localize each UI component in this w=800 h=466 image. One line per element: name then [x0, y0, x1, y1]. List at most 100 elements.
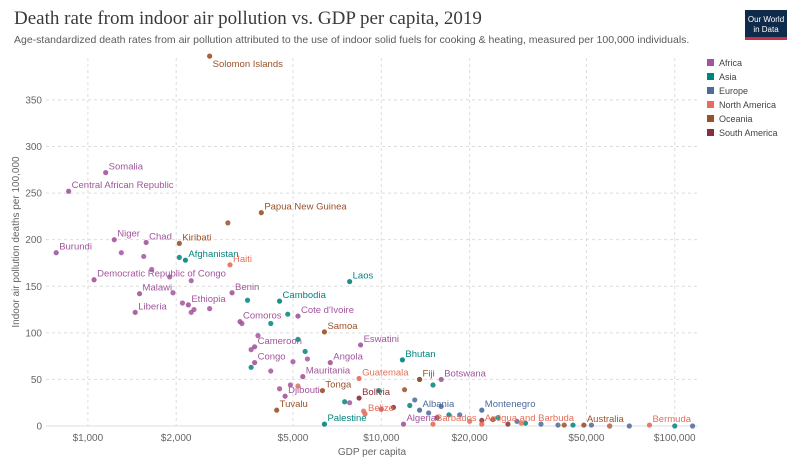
y-tick-label: 0 — [36, 422, 42, 433]
legend-swatch-europe — [707, 87, 714, 95]
data-point-south-america — [434, 415, 440, 421]
point-label-comoros: Comoros — [243, 311, 282, 322]
point-label-somalia: Somalia — [109, 162, 144, 173]
point-label-albania: Albania — [423, 399, 455, 410]
legend-label-oceania: Oceania — [719, 114, 753, 124]
point-label-solomon-islands: Solomon Islands — [213, 59, 283, 70]
data-point-africa — [268, 368, 274, 374]
data-point-africa — [149, 266, 155, 273]
data-point-algeria — [400, 421, 407, 427]
data-point-cameroon — [252, 344, 258, 350]
data-point-europe — [426, 410, 432, 416]
data-point-comoros — [237, 319, 243, 325]
x-tick-label: $2,000 — [161, 433, 192, 444]
data-point-asia — [342, 399, 348, 405]
legend-item-africa[interactable]: Africa — [707, 56, 778, 70]
point-label-kiribati: Kiribati — [182, 232, 211, 243]
data-point-australia — [581, 422, 587, 428]
x-tick-label: $20,000 — [452, 433, 489, 444]
data-point-asia — [295, 336, 301, 342]
data-point-fiji — [416, 376, 423, 383]
point-label-samoa: Samoa — [327, 321, 358, 332]
data-point-angola — [327, 360, 333, 366]
point-label-botswana: Botswana — [444, 368, 486, 379]
data-point-africa — [287, 382, 294, 388]
legend-swatch-oceania — [707, 115, 714, 123]
point-label-belize: Belize — [368, 403, 394, 414]
chart-title: Death rate from indoor air pollution vs.… — [14, 8, 482, 29]
logo-line-2: in Data — [753, 25, 779, 34]
point-label-djibouti: Djibouti — [288, 385, 320, 396]
legend-item-oceania[interactable]: Oceania — [707, 112, 778, 126]
y-tick-label: 150 — [25, 282, 42, 293]
data-point-africa — [188, 278, 194, 284]
point-label-cote-d-ivoire: Cote d'Ivoire — [301, 305, 354, 316]
data-point-south-america — [505, 421, 511, 427]
data-point-belize — [362, 411, 368, 417]
point-label-cameroon: Cameroon — [258, 336, 302, 347]
data-point-antigua-and-barbuda — [479, 421, 485, 427]
data-point-democratic-republic-of-congo — [91, 277, 97, 283]
data-point-asia — [407, 402, 413, 409]
owid-logo[interactable]: Our World in Data — [745, 10, 787, 40]
legend-item-europe[interactable]: Europe — [707, 84, 778, 98]
data-point-cambodia — [276, 298, 283, 304]
point-label-afghanistan: Afghanistan — [188, 249, 238, 260]
data-point-djibouti — [282, 393, 288, 399]
data-point-tonga — [319, 387, 326, 394]
data-point-bolivia — [356, 395, 362, 401]
data-point-north-america — [518, 420, 524, 426]
point-label-laos: Laos — [353, 271, 374, 282]
x-axis-label: GDP per capita — [338, 447, 407, 458]
data-point-asia — [430, 382, 436, 388]
x-tick-label: $50,000 — [568, 433, 605, 444]
legend-label-south-america: South America — [719, 128, 778, 138]
legend-label-asia: Asia — [719, 72, 737, 82]
legend-swatch-asia — [707, 73, 714, 81]
data-point-benin — [229, 290, 235, 296]
data-point-congo — [252, 360, 258, 366]
point-label-congo: Congo — [258, 352, 286, 363]
data-point-africa — [304, 356, 311, 362]
data-point-palestine — [321, 421, 328, 427]
legend-label-north-america: North America — [719, 100, 777, 110]
data-point-oceania — [401, 387, 408, 393]
data-point-oceania — [561, 422, 567, 428]
data-point-laos — [347, 278, 353, 285]
data-point-asia — [495, 415, 501, 421]
data-point-africa — [347, 400, 353, 406]
point-label-guatemala: Guatemala — [362, 367, 409, 378]
data-point-africa — [255, 333, 261, 339]
point-label-fiji: Fiji — [423, 368, 435, 379]
data-point-cote-d-ivoire — [295, 313, 301, 319]
x-tick-label: $5,000 — [278, 433, 309, 444]
data-point-botswana — [438, 376, 444, 383]
data-point-africa — [188, 309, 194, 315]
legend-item-south-america[interactable]: South America — [707, 126, 778, 140]
point-label-ethiopia: Ethiopia — [191, 294, 226, 305]
legend-swatch-south-america — [707, 129, 714, 137]
legend-item-asia[interactable]: Asia — [707, 70, 778, 84]
data-point-chad — [143, 239, 149, 246]
data-point-europe — [689, 423, 696, 429]
data-point-north-america — [467, 418, 473, 424]
legend-item-north-america[interactable]: North America — [707, 98, 778, 112]
data-point-niger — [111, 237, 117, 243]
data-point-albania — [416, 407, 423, 413]
point-label-malawi: Malawi — [143, 283, 173, 294]
point-label-barbados: Barbados — [436, 413, 477, 424]
legend-label-africa: Africa — [719, 58, 743, 68]
data-point-eswatini — [358, 342, 364, 348]
data-point-africa — [276, 386, 283, 392]
data-point-liberia — [132, 309, 138, 315]
data-point-montenegro — [479, 407, 485, 413]
data-point-asia — [446, 412, 452, 418]
data-point-africa — [207, 306, 213, 312]
data-point-oceania — [225, 220, 231, 226]
point-label-algeria: Algeria — [406, 413, 436, 424]
point-label-bhutan: Bhutan — [405, 349, 435, 360]
point-label-mauritania: Mauritania — [306, 366, 351, 377]
data-point-samoa — [321, 329, 328, 335]
data-point-europe — [555, 422, 561, 428]
data-point-africa — [378, 406, 384, 412]
